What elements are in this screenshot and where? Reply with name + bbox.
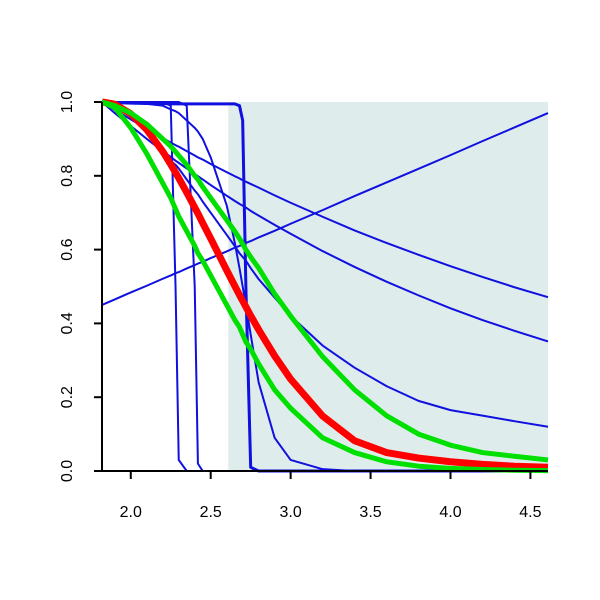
x-tick-label: 3.5 (359, 504, 381, 521)
series-line (101, 98, 549, 471)
y-tick-label: 1.0 (59, 91, 76, 113)
x-tick-label: 4.0 (439, 504, 461, 521)
x-tick-label: 2.0 (120, 504, 142, 521)
shaded-region (228, 102, 548, 471)
y-tick-label: 0.2 (59, 386, 76, 408)
series-line (101, 99, 549, 463)
x-tick-label: 4.5 (519, 504, 541, 521)
series-line (101, 112, 549, 306)
x-tick-label: 3.0 (280, 504, 302, 521)
y-tick-label: 0.0 (59, 460, 76, 482)
y-tick-label: 0.8 (59, 165, 76, 187)
y-tick-label: 0.6 (59, 238, 76, 260)
y-tick-label: 0.4 (59, 312, 76, 334)
x-tick-label: 2.5 (200, 504, 222, 521)
series-line (101, 99, 549, 474)
